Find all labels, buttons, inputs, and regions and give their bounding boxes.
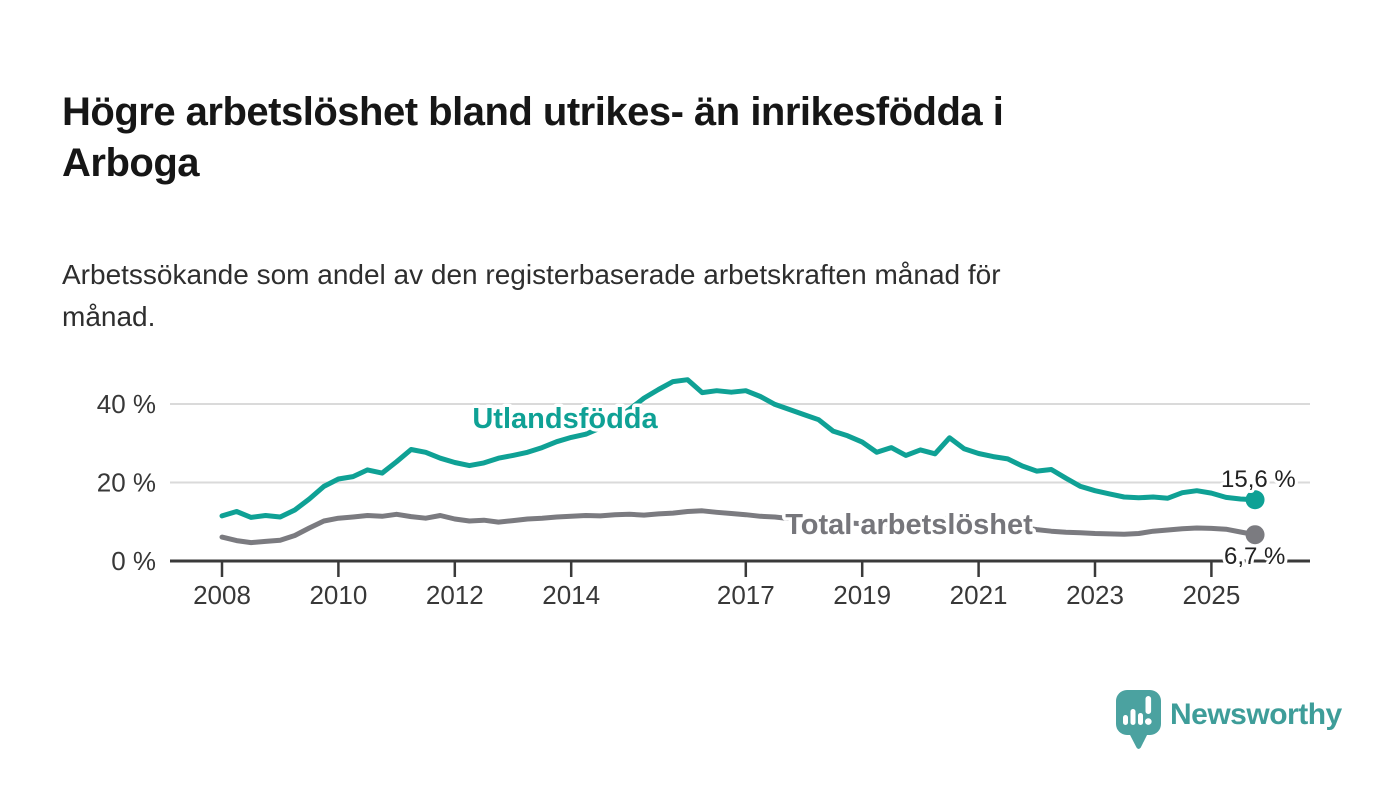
x-tick-label: 2021: [950, 580, 1008, 610]
bar-chart-speech-bubble-icon: [1116, 690, 1161, 749]
series-lines: [219, 377, 1258, 546]
y-tick-label: 40 %: [97, 389, 156, 419]
page-subtitle: Arbetssökande som andel av den registerb…: [62, 259, 1001, 332]
x-tick-label: 2017: [717, 580, 775, 610]
x-tick-label: 2025: [1182, 580, 1240, 610]
series-label-total-arbetsloshet: Total arbetslöshet: [785, 509, 1033, 541]
x-tick-label: 2023: [1066, 580, 1124, 610]
series-label-utlandsfodda: Utlandsfödda: [472, 403, 658, 435]
x-tick-label: 2008: [193, 580, 251, 610]
x-tick-label: 2019: [833, 580, 891, 610]
x-axis-labels: 2008 2010 2012 2014 2017 2019 2021 2023 2025: [193, 580, 1240, 610]
brand-wordmark: Newsworthy: [1170, 698, 1343, 731]
x-tick-label: 2014: [542, 580, 600, 610]
x-tick-label: 2010: [309, 580, 367, 610]
y-tick-label: 0 %: [111, 546, 156, 576]
page-title: Högre arbetslöshet bland utrikes- än inr…: [62, 89, 1004, 185]
y-axis-labels: 0 % 20 % 40 %: [97, 389, 156, 576]
end-value-label-utlandsfodda: 15,6 %: [1221, 466, 1296, 493]
end-dot-utlandsfodda: [1245, 490, 1265, 510]
series-end-dots: [1245, 490, 1265, 545]
newsworthy-logo: Newsworthy: [1116, 690, 1343, 749]
end-value-label-total: 6,7 %: [1224, 543, 1285, 570]
end-dot-total: [1245, 525, 1265, 545]
x-tick-label: 2012: [426, 580, 484, 610]
gridlines: [170, 403, 1310, 484]
series-line-total: [219, 508, 1258, 546]
x-axis: [170, 559, 1310, 577]
series-line-utlandsfodda: [219, 377, 1258, 520]
y-tick-label: 20 %: [97, 468, 156, 498]
